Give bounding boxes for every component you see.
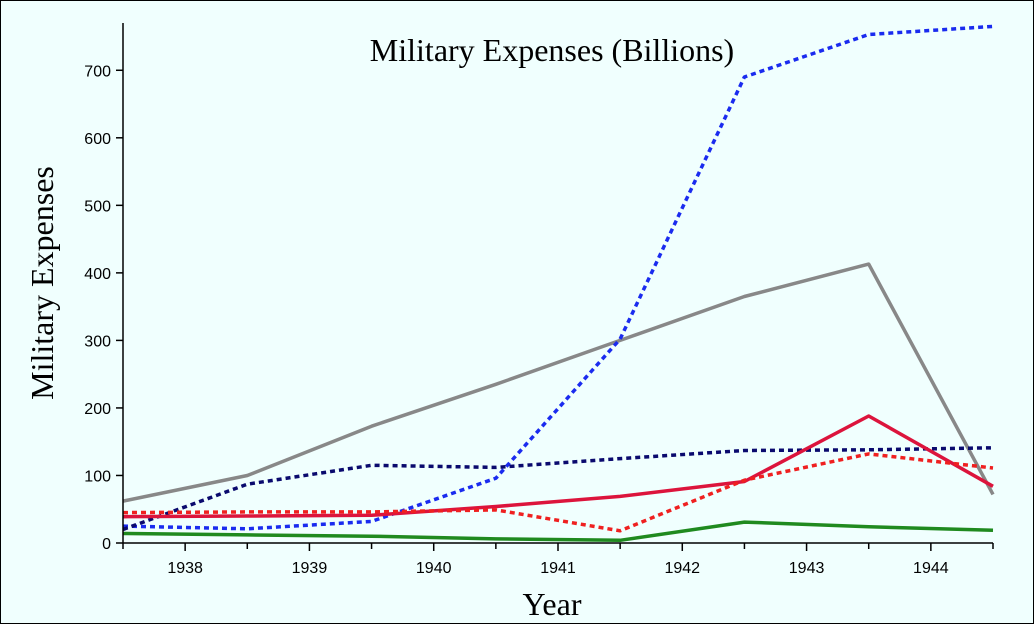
y-tick-label: 700 [84,63,111,80]
series-line-6 [122,520,994,543]
x-axis-title: Year [523,586,582,622]
x-tick-label: 1941 [540,560,576,577]
x-tick-label: 1940 [416,560,452,577]
series-line-5 [122,452,994,533]
x-tick-label: 1938 [167,560,203,577]
y-tick-label: 400 [84,266,111,283]
y-tick-label: 500 [84,198,111,215]
x-tick-label: 1943 [789,560,825,577]
x-ticks: 1938 1939 1940 1941 1942 1943 1944 [122,543,994,577]
series-line-2 [122,24,994,531]
y-axis-title: Military Expenses [24,166,60,400]
y-tick-label: 100 [84,468,111,485]
x-tick-label: 1939 [292,560,328,577]
series-line-1 [122,262,995,503]
y-tick-label: 300 [84,333,111,350]
y-ticks: 0 100 200 300 400 500 600 700 [84,63,123,553]
y-tick-label: 0 [102,536,111,553]
x-tick-label: 1942 [664,560,700,577]
y-tick-label: 600 [84,131,111,148]
series-layer [122,24,995,543]
chart-title: Military Expenses (Billions) [370,32,734,68]
series-line-3 [122,446,994,532]
y-tick-label: 200 [84,401,111,418]
series-line-4 [122,414,994,519]
x-tick-label: 1944 [913,560,949,577]
